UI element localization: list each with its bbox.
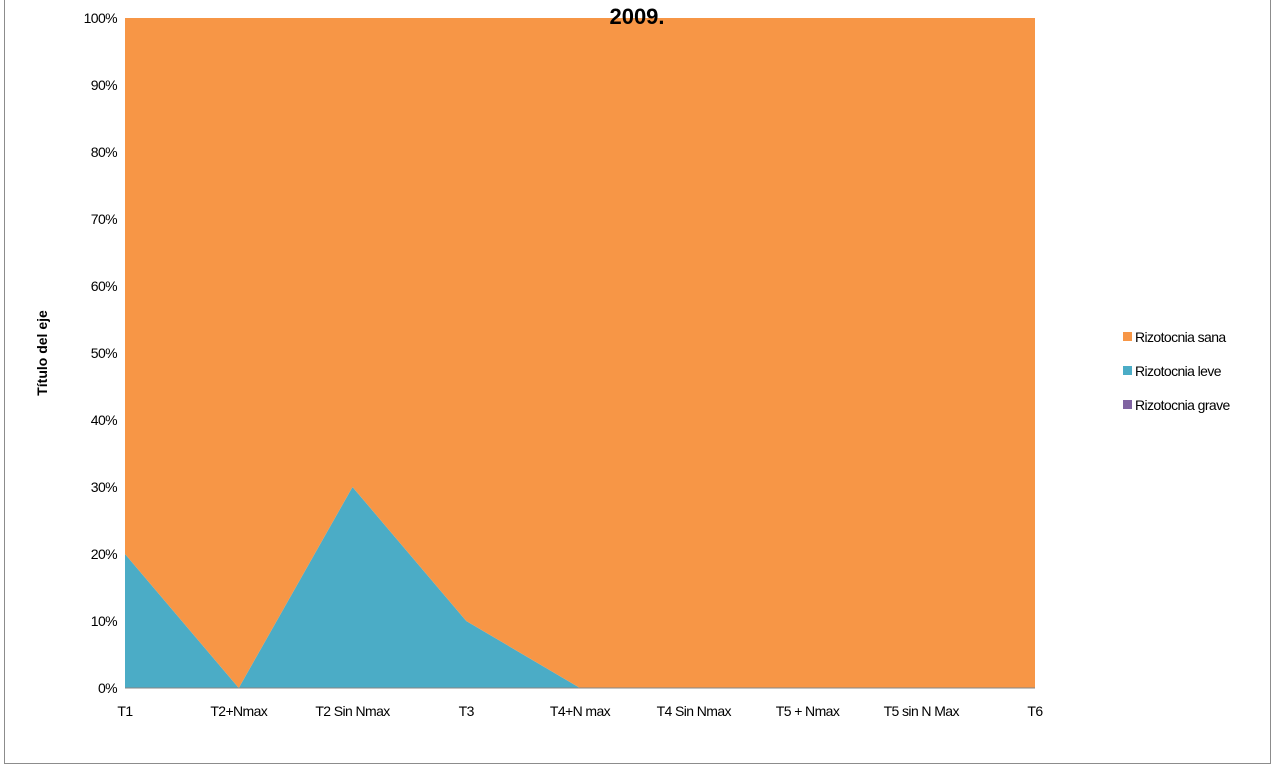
legend-swatch-rizotocnia-leve: [1123, 366, 1132, 375]
legend-label-rizotocnia-leve: Rizotocnia leve: [1135, 363, 1222, 379]
area-rizotocnia-leve: [125, 487, 1035, 688]
x-tick-label: T2+Nmax: [210, 703, 267, 719]
x-tick-label: T6: [1027, 703, 1043, 719]
y-tick-label: 30%: [91, 479, 117, 495]
y-tick-label: 90%: [91, 77, 117, 93]
y-tick-label: 20%: [91, 546, 117, 562]
legend-label-rizotocnia-grave: Rizotocnia grave: [1135, 397, 1230, 413]
legend-swatch-rizotocnia-sana: [1123, 332, 1132, 341]
y-tick-label: 40%: [91, 412, 117, 428]
y-tick-label: 50%: [91, 345, 117, 361]
y-tick-label: 70%: [91, 211, 117, 227]
y-tick-label: 80%: [91, 144, 117, 160]
y-tick-label: 60%: [91, 278, 117, 294]
y-axis-title: Título del eje: [34, 310, 50, 396]
y-tick-label: 10%: [91, 613, 117, 629]
x-tick-label: T5 + Nmax: [776, 703, 840, 719]
y-tick-label: 0%: [98, 680, 117, 696]
legend-swatch-rizotocnia-grave: [1123, 400, 1132, 409]
legend-label-rizotocnia-sana: Rizotocnia sana: [1135, 329, 1226, 345]
area-rizotocnia-sana: [125, 18, 1035, 688]
area-layer: [125, 18, 1035, 688]
x-tick-label: T4+N max: [550, 703, 611, 719]
legend: Rizotocnia sana Rizotocnia leve Rizotocnia…: [1123, 329, 1231, 413]
x-axis-ticks: T1 T2+Nmax T2 Sin Nmax T3 T4+N max T4 Sin Nma…: [117, 703, 1044, 719]
x-tick-label: T1: [117, 703, 133, 719]
x-tick-label: T2 Sin Nmax: [315, 703, 390, 719]
x-tick-label: T5 sin N Max: [884, 703, 960, 719]
chart-title: 2009.: [609, 4, 664, 29]
x-tick-label: T4 Sin Nmax: [657, 703, 732, 719]
x-tick-label: T3: [459, 703, 475, 719]
y-axis-ticks: 0% 10% 20% 30% 40% 50% 60% 70% 80% 90% 100%: [84, 10, 118, 696]
y-tick-label: 100%: [84, 10, 118, 26]
